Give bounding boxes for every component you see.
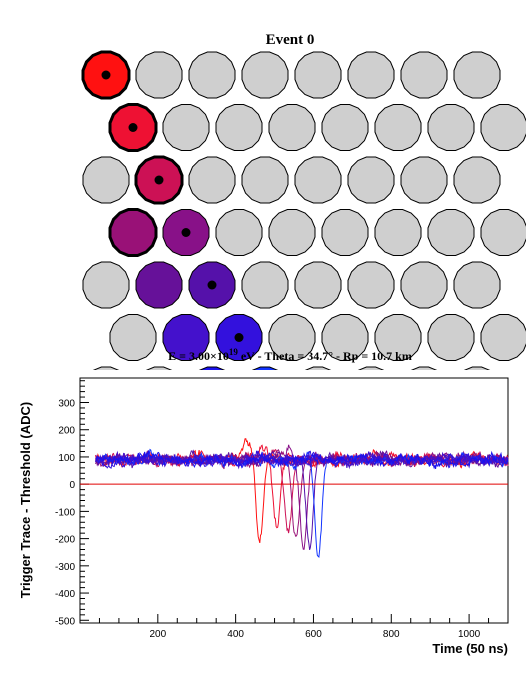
pixel [268, 209, 316, 256]
pixel-centroid-dot [154, 175, 164, 185]
pixel [374, 209, 422, 256]
pixel [321, 209, 369, 256]
trace-line [95, 450, 509, 470]
pixel [188, 156, 236, 204]
caption-exponent: 19 [229, 347, 239, 357]
pixel [427, 209, 475, 256]
y-tick-label: 300 [58, 399, 75, 410]
event-caption: E = 3.00×1019 eV - Theta = 34.7° - Rp = … [168, 347, 412, 363]
pixel [82, 156, 130, 204]
pixel [162, 104, 210, 151]
pixel [347, 261, 395, 309]
pixel-centroid-dot [234, 333, 244, 342]
y-tick-label: -100 [55, 507, 75, 518]
pixel [453, 156, 501, 204]
pixel [188, 51, 236, 99]
pixel [268, 104, 316, 151]
plot-frame [79, 377, 509, 624]
y-tick-label: -300 [55, 562, 75, 573]
x-tick-label: 600 [305, 629, 322, 640]
caption-times: × [210, 349, 217, 363]
pixel [321, 104, 369, 151]
x-tick-label: 400 [227, 629, 244, 640]
pixel [374, 104, 422, 151]
pixel [268, 314, 316, 361]
pixel [480, 104, 526, 151]
pixel-grid [81, 50, 526, 414]
x-tick-label: 1000 [458, 629, 481, 640]
pixel-centroid-dot [128, 123, 138, 132]
pixel-centroid-dot [181, 228, 191, 237]
pixel-hit [108, 208, 158, 257]
pixel-hit [135, 261, 183, 309]
pixel [294, 51, 342, 99]
event-display-panel: Event 0 E = 3.00×1019 eV - Theta = 34.7°… [81, 32, 526, 414]
pixel [109, 314, 157, 361]
pixel-centroid-dot [101, 70, 111, 80]
pixel [400, 156, 448, 204]
caption-energy: E = 3.00 [168, 349, 210, 363]
y-tick-label: 0 [69, 480, 75, 491]
pixel-camera-display: Event 0 E = 3.00×1019 eV - Theta = 34.7°… [81, 32, 526, 414]
pixel [215, 104, 263, 151]
pixel [480, 314, 526, 361]
y-tick-label: 100 [58, 453, 75, 464]
trace-chart-panel: -500 -400 -300 -200 -100 0 100 200 300 200 400 600… [0, 370, 526, 681]
trace-series [95, 438, 509, 559]
pixel [400, 51, 448, 99]
y-tick-label: 200 [58, 426, 75, 437]
pixel [135, 51, 183, 99]
x-axis-label: Time (50 ns) [432, 641, 508, 656]
pixel [427, 314, 475, 361]
pixel [400, 261, 448, 309]
y-tick-label: -500 [55, 616, 75, 627]
pixel [294, 261, 342, 309]
pixel [241, 156, 289, 204]
pixel [480, 209, 526, 256]
caption-rest: eV - Theta = 34.7° - Rp = 10.7 km [238, 349, 412, 363]
pixel-centroid-dot [207, 280, 217, 290]
caption-base: 10 [217, 349, 229, 363]
pixel [347, 51, 395, 99]
x-tick-label: 800 [383, 629, 400, 640]
pixel [347, 156, 395, 204]
pixel [453, 51, 501, 99]
pixel [82, 261, 130, 309]
pixel [321, 314, 369, 361]
pixel [453, 261, 501, 309]
pixel [215, 209, 263, 256]
pixel [427, 104, 475, 151]
pixel [241, 261, 289, 309]
x-axis: 200 400 600 800 1000 [98, 614, 509, 640]
pixel [294, 156, 342, 204]
y-axis-label: Trigger Trace - Threshold (ADC) [18, 402, 33, 598]
pixel [241, 51, 289, 99]
y-tick-label: -400 [55, 589, 75, 600]
pixel-hit [162, 314, 210, 361]
pixel [374, 314, 422, 361]
event-title: Event 0 [266, 32, 315, 48]
x-tick-label: 200 [149, 629, 166, 640]
trigger-trace-chart: -500 -400 -300 -200 -100 0 100 200 300 200 400 600… [18, 377, 509, 656]
y-axis: -500 -400 -300 -200 -100 0 100 200 300 [55, 380, 89, 627]
y-tick-label: -200 [55, 535, 75, 546]
